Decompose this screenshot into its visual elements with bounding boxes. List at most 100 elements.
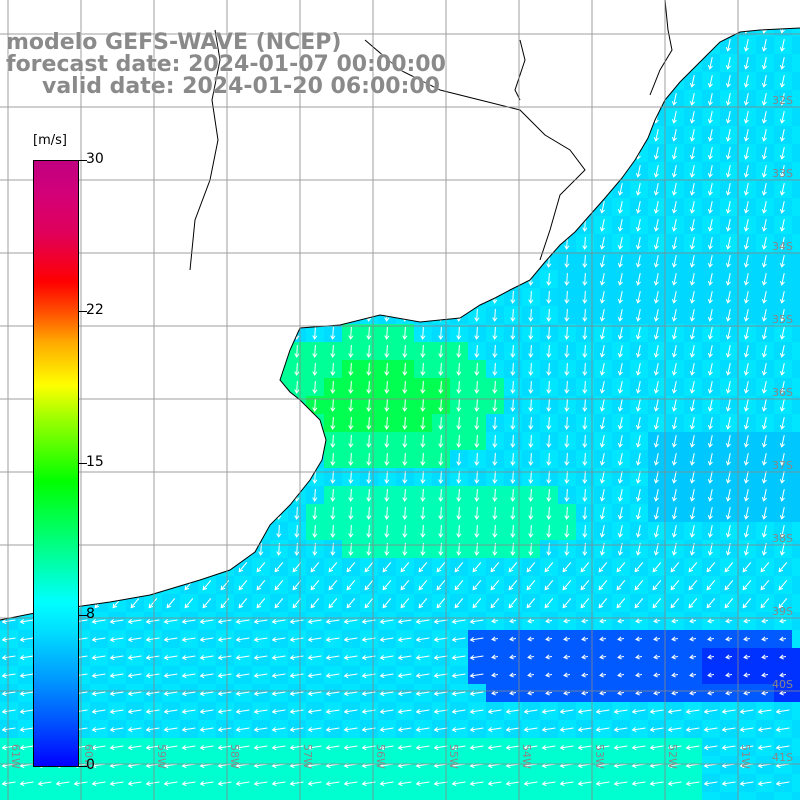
- wind-arrow: [631, 780, 646, 787]
- ocean-cell: [774, 612, 793, 631]
- wind-arrow: [581, 636, 589, 642]
- ocean-cell: [324, 432, 343, 451]
- ocean-cell: [576, 414, 595, 433]
- ocean-cell: [756, 702, 775, 721]
- wind-arrow: [240, 344, 246, 358]
- ocean-cell: [666, 54, 685, 73]
- wind-arrow: [779, 489, 785, 502]
- ocean-cell: [450, 234, 469, 253]
- ocean-cell: [270, 252, 289, 271]
- wind-arrow: [707, 327, 713, 340]
- wind-arrow: [689, 435, 695, 448]
- ocean-cell: [216, 792, 235, 800]
- wind-arrow: [294, 362, 300, 376]
- ocean-cell: [252, 342, 271, 361]
- wind-arrow: [616, 562, 626, 573]
- ocean-cell: [792, 738, 800, 757]
- ocean-cell: [738, 756, 757, 775]
- wind-arrow: [312, 254, 318, 268]
- ocean-cell: [612, 450, 631, 469]
- ocean-cell: [792, 198, 800, 217]
- wind-arrow: [438, 470, 444, 484]
- wind-arrow: [526, 598, 536, 609]
- ocean-cell: [432, 558, 451, 577]
- wind-arrow: [708, 3, 712, 15]
- wind-arrow: [1, 690, 16, 697]
- wind-arrow: [253, 618, 268, 625]
- ocean-cell: [540, 468, 559, 487]
- wind-arrow: [742, 598, 752, 609]
- ocean-cell: [396, 360, 415, 379]
- ocean-cell: [90, 576, 109, 595]
- ocean-cell: [630, 54, 649, 73]
- wind-arrow: [240, 506, 246, 520]
- ocean-cell: [486, 630, 505, 649]
- wind-arrow: [743, 618, 751, 624]
- ocean-cell: [792, 630, 800, 649]
- ocean-cell: [486, 522, 505, 541]
- wind-arrow: [689, 417, 695, 430]
- ocean-cell: [702, 648, 721, 667]
- ocean-cell: [180, 450, 199, 469]
- ocean-cell: [378, 180, 397, 199]
- wind-arrow: [635, 165, 641, 178]
- ocean-cell: [630, 558, 649, 577]
- ocean-cell: [468, 270, 487, 289]
- wind-arrow: [469, 618, 484, 625]
- ocean-cell: [738, 630, 757, 649]
- ocean-cell: [558, 630, 577, 649]
- ocean-cell: [288, 630, 307, 649]
- ocean-cell: [18, 774, 37, 793]
- wind-arrow: [271, 654, 286, 661]
- ocean-cell: [432, 414, 451, 433]
- wind-arrow: [649, 726, 664, 733]
- ocean-cell: [558, 774, 577, 793]
- wind-arrow: [168, 434, 174, 448]
- wind-arrow: [6, 272, 12, 286]
- ocean-cell: [738, 288, 757, 307]
- wind-arrow: [199, 636, 214, 643]
- wind-arrow: [490, 580, 500, 591]
- ocean-cell: [252, 792, 271, 800]
- ocean-cell: [342, 738, 361, 757]
- wind-arrow: [688, 562, 698, 573]
- wind-arrow: [397, 726, 412, 733]
- wind-arrow: [707, 219, 713, 232]
- ocean-cell: [792, 702, 800, 721]
- wind-arrow: [343, 690, 358, 697]
- ocean-cell: [162, 432, 181, 451]
- ocean-cell: [180, 774, 199, 793]
- ocean-cell: [18, 666, 37, 685]
- ocean-cell: [450, 612, 469, 631]
- wind-arrow: [653, 690, 661, 696]
- ocean-cell: [756, 360, 775, 379]
- ocean-cell: [558, 468, 577, 487]
- ocean-cell: [576, 306, 595, 325]
- ocean-cell: [522, 648, 541, 667]
- ocean-cell: [540, 396, 559, 415]
- ocean-cell: [396, 378, 415, 397]
- ocean-cell: [324, 396, 343, 415]
- wind-arrow: [635, 618, 643, 624]
- ocean-cell: [342, 684, 361, 703]
- wind-arrow: [671, 399, 677, 412]
- ocean-cell: [360, 558, 379, 577]
- wind-arrow: [707, 255, 713, 268]
- ocean-cell: [378, 432, 397, 451]
- wind-arrow: [294, 524, 300, 538]
- wind-arrow: [671, 417, 677, 430]
- ocean-cell: [198, 0, 217, 19]
- ocean-cell: [216, 594, 235, 613]
- ocean-cell: [558, 594, 577, 613]
- wind-arrow: [343, 636, 358, 643]
- wind-arrow: [599, 363, 605, 376]
- ocean-cell: [180, 414, 199, 433]
- ocean-cell: [288, 360, 307, 379]
- ocean-cell: [216, 666, 235, 685]
- ocean-cell: [486, 0, 505, 19]
- wind-arrow: [635, 525, 641, 538]
- wind-arrow: [24, 290, 30, 304]
- ocean-cell: [720, 666, 739, 685]
- wind-arrow: [580, 598, 590, 609]
- ocean-cell: [738, 144, 757, 163]
